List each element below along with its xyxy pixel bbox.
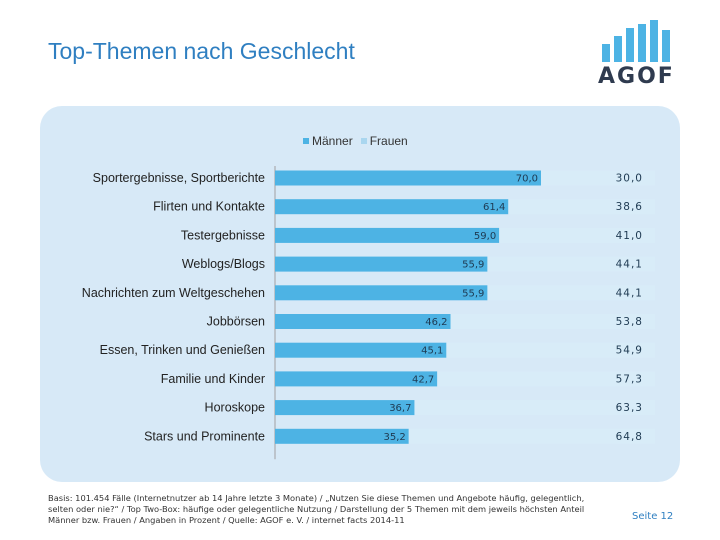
bar-male <box>275 371 438 387</box>
legend-item-male: Männer <box>303 134 353 148</box>
category-label: Weblogs/Blogs <box>182 257 265 271</box>
legend-swatch-male <box>303 138 309 144</box>
bar-male <box>275 199 509 215</box>
page-title: Top-Themen nach Geschlecht <box>48 38 355 64</box>
data-label-male: 36,7 <box>389 403 411 414</box>
bar-female <box>499 227 655 243</box>
category-label: Essen, Trinken und Genießen <box>100 343 265 357</box>
category-label: Stars und Prominente <box>144 429 265 443</box>
data-label-male: 70,0 <box>516 174 538 185</box>
bar-female <box>414 400 655 416</box>
data-label-female: 63,3 <box>616 402 643 414</box>
data-label-female: 38,6 <box>616 201 643 213</box>
category-label: Horoskope <box>205 401 265 415</box>
bar-male <box>275 314 451 329</box>
data-label-male: 55,9 <box>462 260 484 271</box>
logo-bar <box>614 36 622 62</box>
data-label-male: 46,2 <box>425 317 447 328</box>
legend-label-female: Frauen <box>369 134 408 148</box>
data-label-female: 53,8 <box>616 316 643 328</box>
category-label: Jobbörsen <box>207 315 265 329</box>
logo-bar <box>638 24 646 62</box>
bar-female <box>508 199 655 215</box>
bar-male <box>275 285 488 301</box>
category-label: Familie und Kinder <box>161 372 265 386</box>
data-label-male: 45,1 <box>421 346 443 357</box>
legend-item-female: Frauen <box>360 134 408 148</box>
agof-logo-icon <box>602 20 670 62</box>
bar-male <box>275 342 447 358</box>
data-label-male: 35,2 <box>383 432 405 443</box>
data-label-female: 54,9 <box>616 345 643 357</box>
bar-male <box>275 227 500 243</box>
bar-female <box>487 256 655 272</box>
data-label-female: 30,0 <box>616 173 643 185</box>
legend-swatch-female <box>360 138 367 144</box>
logo-text: AGOF <box>598 64 675 89</box>
bar-female <box>437 371 655 387</box>
logo-bar <box>602 44 610 62</box>
logo-bar <box>626 28 634 62</box>
chart-legend: Männer Frauen <box>303 134 408 148</box>
bar-male <box>275 400 415 416</box>
bar-female <box>487 285 655 301</box>
data-label-male: 42,7 <box>412 374 434 385</box>
data-label-female: 41,0 <box>616 230 643 242</box>
bar-male <box>275 170 541 186</box>
data-label-male: 61,4 <box>483 202 505 213</box>
data-label-male: 55,9 <box>462 288 484 299</box>
bar-female <box>450 314 655 329</box>
data-label-male: 59,0 <box>474 231 496 242</box>
bar-female <box>446 342 655 358</box>
data-label-female: 44,1 <box>616 287 643 299</box>
logo-bar <box>650 20 658 62</box>
page-number: Seite 12 <box>632 511 674 522</box>
data-label-female: 64,8 <box>616 431 643 443</box>
category-label: Nachrichten zum Weltgeschehen <box>82 286 265 300</box>
bar-female <box>541 170 655 186</box>
category-label: Flirten und Kontakte <box>153 200 265 214</box>
data-label-female: 57,3 <box>616 373 643 385</box>
category-label: Testergebnisse <box>181 228 265 242</box>
data-label-female: 44,1 <box>616 259 643 271</box>
legend-label-male: Männer <box>312 134 353 148</box>
logo-bar <box>662 30 670 62</box>
category-label: Sportergebnisse, Sportberichte <box>93 171 265 185</box>
bar-male <box>275 256 488 272</box>
bar-male <box>275 428 409 444</box>
footnote: Basis: 101.454 Fälle (Internetnutzer ab … <box>48 493 585 525</box>
bar-female <box>408 428 655 444</box>
